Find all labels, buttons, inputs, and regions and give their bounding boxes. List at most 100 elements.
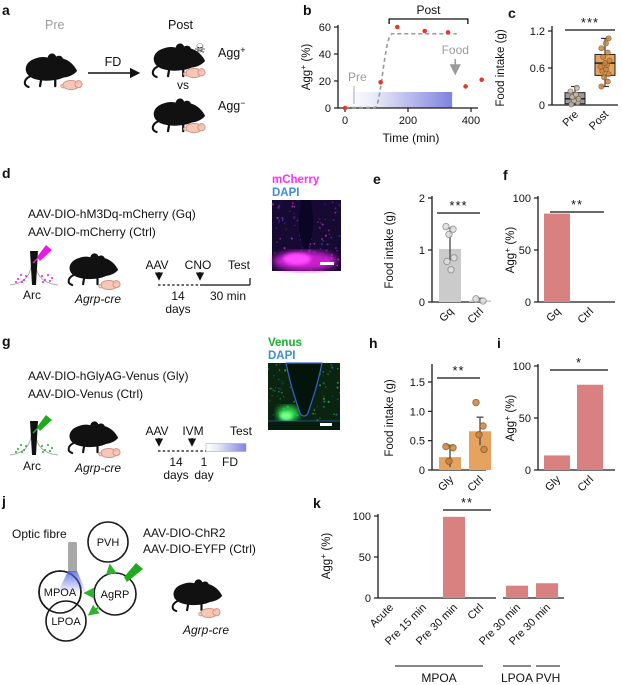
bar: [544, 213, 570, 302]
pvh-label: PVH: [97, 537, 120, 549]
aav-construct-1: AAV-DIO-hGlyAG-Venus (Gly): [28, 369, 188, 383]
arc-label: Arc: [23, 459, 41, 473]
speckle: [336, 381, 339, 384]
speckle: [338, 259, 340, 261]
agg-sup: +: [240, 45, 245, 55]
pipette-tip: [32, 427, 39, 434]
speckle: [289, 386, 291, 389]
agg-base: Agg: [218, 99, 240, 113]
speckle: [309, 248, 311, 251]
speckle: [278, 219, 280, 222]
dapi-label: DAPI: [272, 187, 299, 199]
data-point: [602, 60, 608, 67]
speckle: [323, 203, 326, 206]
y-tick-label: 0: [325, 103, 331, 115]
lpoa-node: [45, 600, 87, 642]
speckle: [312, 413, 314, 415]
speckle: [322, 239, 325, 242]
speckle: [275, 387, 277, 389]
y-axis-label: Agg+ (%): [318, 533, 333, 580]
speckle: [281, 219, 284, 221]
arc-injection-icon: [9, 415, 59, 456]
aav-construct-1: AAV-DIO-hM3Dq-mCherry (Gq): [28, 207, 196, 221]
speckle: [294, 224, 296, 226]
speckle: [336, 249, 339, 252]
speckle: [275, 227, 278, 229]
speckle: [323, 394, 325, 397]
y-tick-label: 50: [519, 245, 531, 257]
x-axis-label: Time (min): [383, 131, 440, 145]
y-axis-label: Agg+ (%): [298, 44, 313, 91]
data-point: [442, 222, 450, 231]
data-point: [567, 88, 574, 95]
data-point: [597, 63, 604, 70]
ventricle-shape: [299, 200, 313, 249]
speckle: [273, 389, 276, 392]
agrp-label: AgRP: [101, 589, 130, 601]
panel-d-schematic: AAV-DIO-hM3Dq-mCherry (Gq) AAV-DIO-mCher…: [9, 174, 341, 316]
light-cone: [58, 571, 86, 592]
mpoa-label: MPOA: [44, 587, 77, 599]
plot-area: 0 0.6 1.2 Pre Post ***: [530, 15, 618, 133]
data-point: [450, 254, 458, 262]
speckle: [332, 201, 334, 203]
data-point: [472, 398, 480, 407]
speckle: [269, 400, 271, 402]
ylabel-sup: +: [502, 416, 512, 421]
ylabel-base: Agg: [505, 421, 517, 441]
x-tick-label: 200: [399, 115, 417, 127]
speckle: [281, 381, 283, 383]
speckle: [336, 264, 338, 267]
aav-construct-2: AAV-DIO-mCherry (Ctrl): [28, 225, 156, 239]
data-point: [479, 77, 484, 82]
arc-injection-icon: [9, 245, 59, 286]
data-point: [445, 457, 453, 465]
bar: [469, 431, 491, 470]
y-tick-label: 100: [513, 361, 531, 373]
y-tick-label: 60: [319, 22, 331, 34]
speckle: [291, 205, 294, 208]
panel-g-schematic: AAV-DIO-hGlyAG-Venus (Gly) AAV-DIO-Venus…: [9, 337, 341, 482]
speckle: [322, 370, 324, 373]
agrp-cre-label: Agrp-cre: [74, 461, 121, 475]
ylabel-unit: (%): [505, 395, 517, 416]
pipette-icon: [37, 245, 52, 261]
speckle: [326, 243, 329, 246]
data-point: [442, 442, 450, 451]
panel-label-b: b: [303, 2, 312, 18]
speckle: [283, 247, 286, 250]
timeline-aav: AAV: [145, 424, 168, 438]
speckle: [338, 203, 341, 206]
post-annotation: Post: [416, 3, 441, 17]
ylabel-sup: +: [298, 65, 308, 70]
y-axis-label: Agg+ (%): [502, 395, 517, 442]
timeline-14: 14: [169, 455, 183, 469]
agg-base: Agg: [218, 46, 240, 60]
ylabel-unit: (%): [505, 227, 517, 248]
optic-fibre-icon: [68, 542, 77, 572]
aav-construct-2: AAV-DIO-EYFP (Ctrl): [143, 542, 256, 556]
speckle: [335, 413, 338, 416]
speckle: [278, 369, 281, 371]
scale-bar: [320, 262, 334, 265]
y-tick-label: 0.5: [410, 436, 425, 448]
speckle: [283, 222, 286, 225]
speckle: [338, 234, 341, 238]
speckle: [320, 237, 324, 241]
panel-label-h: h: [369, 335, 378, 351]
data-point: [378, 80, 383, 85]
ylabel-base: Agg: [505, 253, 517, 273]
speckle: [277, 395, 279, 397]
trend-line: [345, 32, 457, 109]
speckle: [281, 216, 284, 220]
speckle: [284, 369, 287, 372]
y-tick-label: 1.5: [410, 377, 425, 389]
speckle: [324, 386, 327, 388]
speckle: [327, 229, 330, 232]
speckle: [313, 242, 316, 245]
panel-label-g: g: [2, 333, 11, 349]
speckle: [269, 387, 272, 390]
bar: [577, 384, 603, 470]
